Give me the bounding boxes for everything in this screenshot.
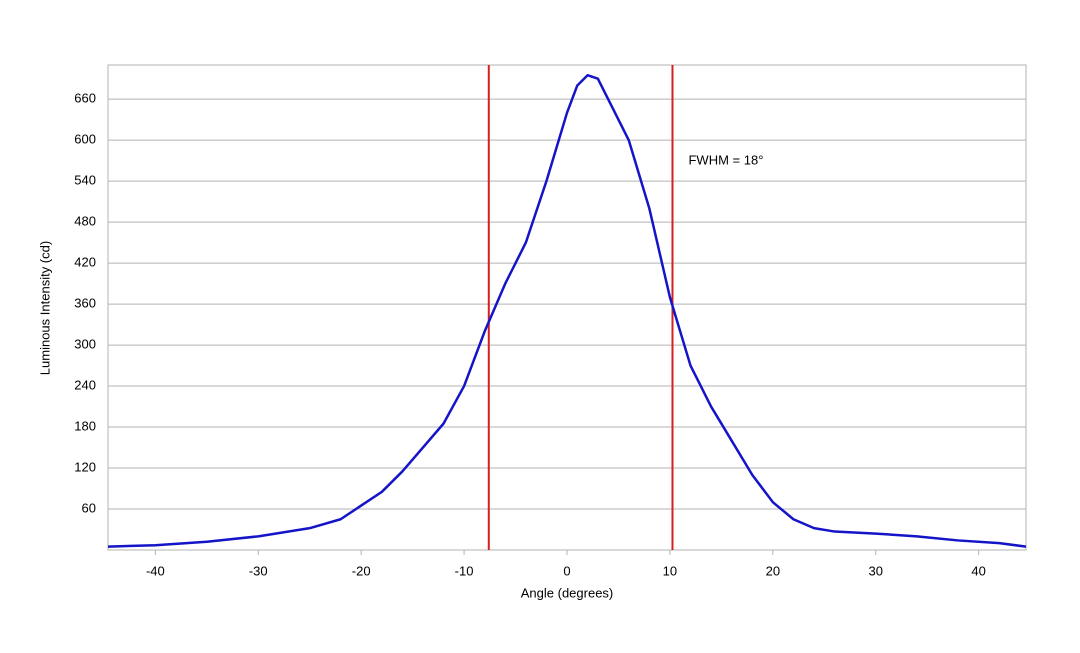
- y-tick-label: 180: [74, 418, 96, 433]
- y-tick-label: 360: [74, 296, 96, 311]
- y-tick-label: 300: [74, 337, 96, 352]
- y-tick-label: 420: [74, 255, 96, 270]
- x-axis-label: Angle (degrees): [521, 585, 614, 600]
- x-tick-label: -20: [352, 563, 371, 578]
- x-tick-label: -10: [455, 563, 474, 578]
- y-tick-label: 540: [74, 173, 96, 188]
- plot-frame: [107, 64, 1027, 551]
- x-tick-label: -30: [249, 563, 268, 578]
- x-tick-label: 20: [766, 563, 780, 578]
- data-line: [107, 73, 1027, 548]
- x-tick-label: 0: [563, 563, 570, 578]
- y-tick-label: 480: [74, 214, 96, 229]
- x-tick-label: 40: [971, 563, 985, 578]
- x-tick-label: -40: [146, 563, 165, 578]
- y-tick-label: 240: [74, 377, 96, 392]
- x-tick-label: 30: [869, 563, 883, 578]
- y-tick-label: 660: [74, 91, 96, 106]
- y-tick-label: 120: [74, 459, 96, 474]
- annotation: FWHM = 18°: [688, 152, 763, 167]
- x-tick-label: 10: [663, 563, 677, 578]
- y-tick-label: 600: [74, 132, 96, 147]
- y-axis-label: Luminous Intensity (cd): [37, 241, 52, 375]
- y-tick-label: 60: [82, 500, 96, 515]
